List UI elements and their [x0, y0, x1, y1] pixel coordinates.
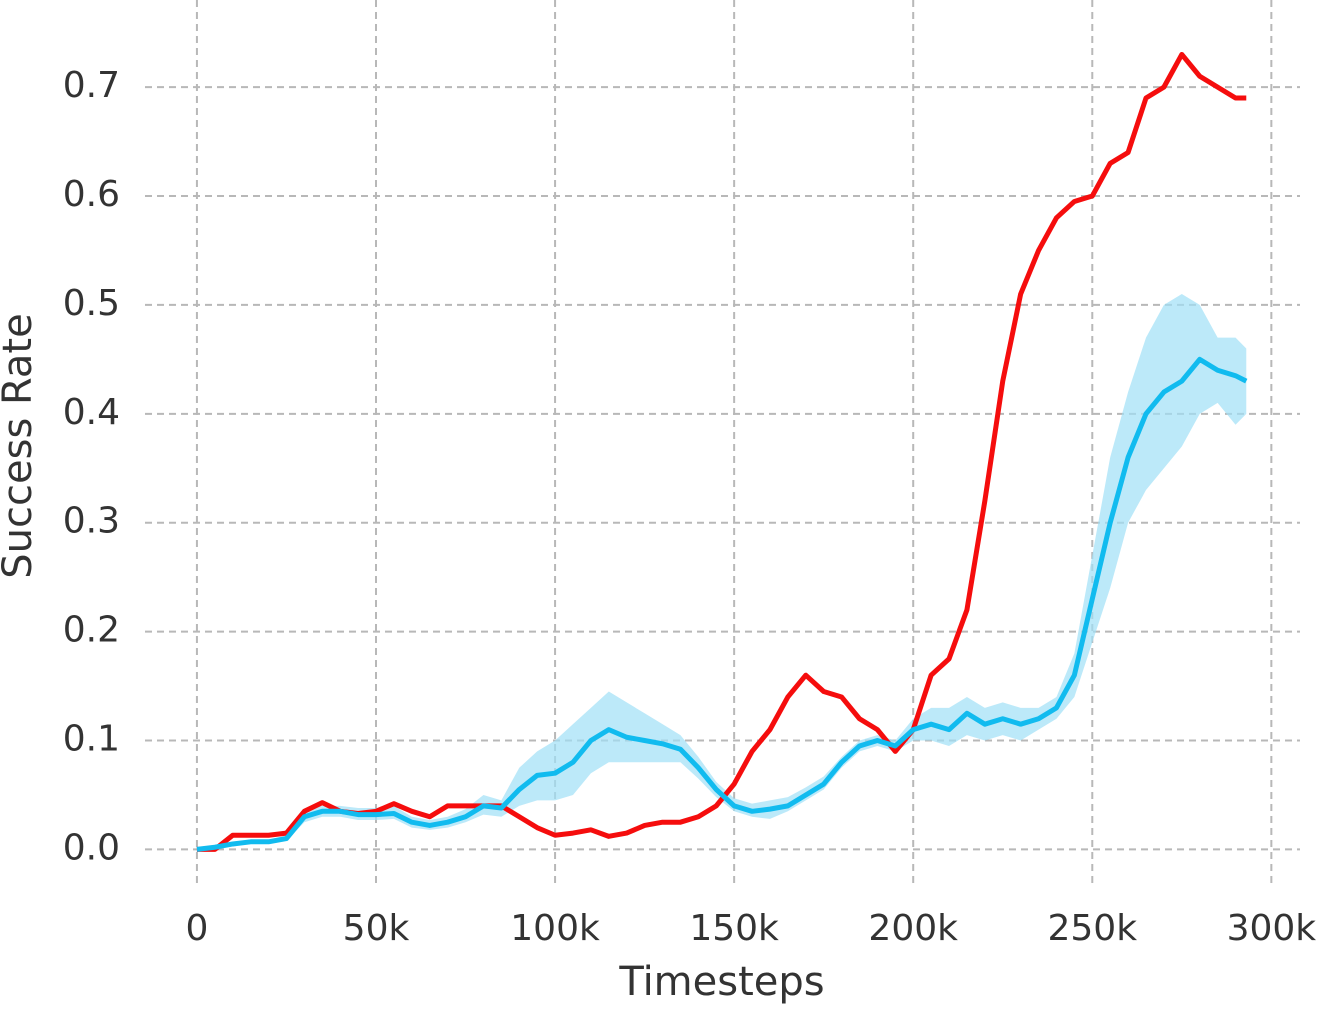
- line: [196, 51, 1247, 852]
- y-tick-label: 0.5: [63, 283, 120, 324]
- x-tick-label: 150k: [689, 908, 779, 949]
- line: [196, 356, 1248, 852]
- y-tick-label: 0.6: [63, 174, 120, 215]
- y-tick-label: 0.0: [63, 827, 120, 868]
- x-axis-label: Timesteps: [618, 959, 824, 1005]
- y-tick-label: 0.2: [63, 610, 120, 651]
- x-tick-label: 250k: [1047, 908, 1137, 949]
- x-tick-label: 200k: [868, 908, 958, 949]
- y-tick-label: 0.4: [63, 392, 120, 433]
- x-tick-label: 100k: [510, 908, 600, 949]
- y-tick-label: 0.7: [63, 65, 120, 106]
- y-tick-label: 0.3: [63, 501, 120, 542]
- y-axis-label: Success Rate: [0, 313, 41, 578]
- x-tick-label: 50k: [343, 908, 410, 949]
- y-tick-label: 0.1: [63, 719, 120, 760]
- x-tick-label: 300k: [1227, 908, 1317, 949]
- x-tick-label: 0: [185, 908, 208, 949]
- confidence-band: [196, 294, 1247, 850]
